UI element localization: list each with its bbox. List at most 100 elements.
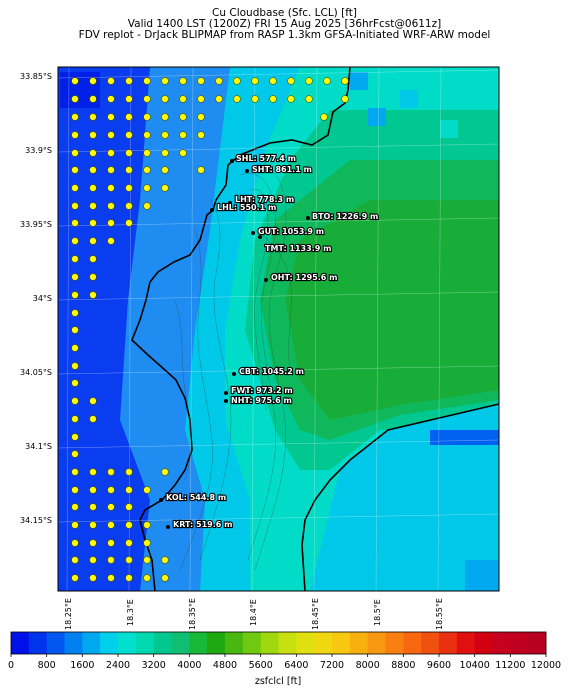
- marker-dot: [89, 574, 97, 582]
- marker-dot: [71, 273, 79, 281]
- colorbar-tick-label: 4000: [177, 660, 201, 671]
- lon-label: 18.5°E: [373, 599, 382, 626]
- marker-dot: [197, 77, 205, 85]
- marker-dot: [107, 556, 115, 564]
- lon-label: 18.55°E: [435, 598, 444, 630]
- marker-dot: [143, 149, 151, 157]
- marker-dot: [143, 202, 151, 210]
- marker-dot: [143, 521, 151, 529]
- site-label-gut: GUT: 1053.9 m: [258, 227, 324, 236]
- marker-dot: [107, 574, 115, 582]
- colorbar-tick-label: 2400: [106, 660, 130, 671]
- site-point-cbt: [232, 372, 236, 376]
- marker-dot: [71, 309, 79, 317]
- marker-dot: [89, 415, 97, 423]
- colorbar-segment: [171, 632, 190, 654]
- marker-dot: [125, 95, 133, 103]
- marker-dot: [89, 397, 97, 405]
- site-label-oht: OHT: 1295.6 m: [271, 273, 338, 282]
- marker-dot: [287, 77, 295, 85]
- marker-dot: [125, 202, 133, 210]
- colorbar-tick-label: 800: [38, 660, 56, 671]
- colorbar: 0 800 1600 2400 3200 4000 4800 5600 6400 7200 8000…: [8, 631, 561, 687]
- site-point-bto: [306, 216, 310, 220]
- marker-dot: [125, 113, 133, 121]
- marker-dot: [143, 184, 151, 192]
- site-point-fwt: [224, 391, 228, 395]
- colorbar-tick-label: 8000: [356, 660, 380, 671]
- marker-dot: [143, 113, 151, 121]
- marker-dot: [179, 113, 187, 121]
- site-label-fwt: FWT: 973.2 m: [231, 386, 293, 395]
- lat-label: 34.05°S: [20, 368, 52, 377]
- colorbar-segment: [153, 632, 172, 654]
- marker-dot: [107, 539, 115, 547]
- marker-dot: [71, 184, 79, 192]
- colorbar-segment: [278, 632, 297, 654]
- marker-dot: [89, 149, 97, 157]
- marker-dot: [179, 77, 187, 85]
- marker-dot: [89, 166, 97, 174]
- colorbar-frame: [10, 631, 547, 655]
- marker-dot: [125, 77, 133, 85]
- valid-time-line: Valid 1400 LST (1200Z) FRI 15 Aug 2025 […: [127, 18, 442, 30]
- site-label-tmt: TMT: 1133.9 m: [265, 244, 331, 253]
- colorbar-segment: [82, 632, 101, 654]
- marker-dot: [143, 574, 151, 582]
- colorbar-tick-label: 9600: [427, 660, 451, 671]
- colorbar-segment: [135, 632, 155, 654]
- marker-dot: [89, 503, 97, 511]
- marker-dot: [71, 397, 79, 405]
- marker-dot: [71, 574, 79, 582]
- marker-dot: [71, 166, 79, 174]
- site-point-nht: [224, 399, 228, 403]
- marker-dot: [125, 503, 133, 511]
- marker-dot: [89, 291, 97, 299]
- marker-dot: [71, 326, 79, 334]
- marker-dot: [143, 556, 151, 564]
- colorbar-tick-label: 11200: [495, 660, 525, 671]
- marker-dot: [71, 556, 79, 564]
- marker-dot: [71, 77, 79, 85]
- marker-dot: [71, 362, 79, 370]
- marker-dot: [125, 468, 133, 476]
- colorbar-segment: [189, 632, 208, 654]
- colorbar-segment: [11, 632, 30, 654]
- marker-dot: [107, 113, 115, 121]
- lon-label: 18.35°E: [188, 598, 197, 630]
- colorbar-segment: [403, 632, 422, 654]
- marker-dot: [71, 237, 79, 245]
- marker-dot: [107, 149, 115, 157]
- colorbar-segment: [349, 632, 369, 654]
- marker-dot: [179, 149, 187, 157]
- marker-dot: [143, 539, 151, 547]
- marker-dot: [341, 95, 349, 103]
- marker-dot: [107, 166, 115, 174]
- longitude-axis: 18.25°E 18.3°E 18.35°E 18.4°E 18.45°E 18…: [64, 598, 444, 630]
- marker-dot: [89, 273, 97, 281]
- marker-dot: [71, 539, 79, 547]
- marker-dot: [71, 131, 79, 139]
- colorbar-segment: [367, 632, 386, 654]
- lat-label: 33.95°S: [20, 220, 52, 229]
- colorbar-segment: [64, 632, 83, 654]
- marker-dot: [107, 184, 115, 192]
- marker-dot: [107, 503, 115, 511]
- marker-dot: [107, 131, 115, 139]
- site-point-lhl: [210, 208, 214, 212]
- marker-dot: [107, 95, 115, 103]
- lon-label: 18.4°E: [249, 599, 258, 626]
- site-point-tmt: [258, 235, 262, 239]
- lat-label: 34.1°S: [25, 442, 52, 451]
- marker-dot: [161, 113, 169, 121]
- marker-dot: [71, 291, 79, 299]
- marker-dot: [89, 113, 97, 121]
- lat-label: 34°S: [33, 294, 52, 303]
- marker-dot: [143, 131, 151, 139]
- marker-dot: [179, 95, 187, 103]
- colorbar-segment: [260, 632, 279, 654]
- marker-dot: [125, 574, 133, 582]
- colorbar-segment: [492, 632, 511, 654]
- marker-dot: [305, 77, 313, 85]
- marker-dot: [71, 521, 79, 529]
